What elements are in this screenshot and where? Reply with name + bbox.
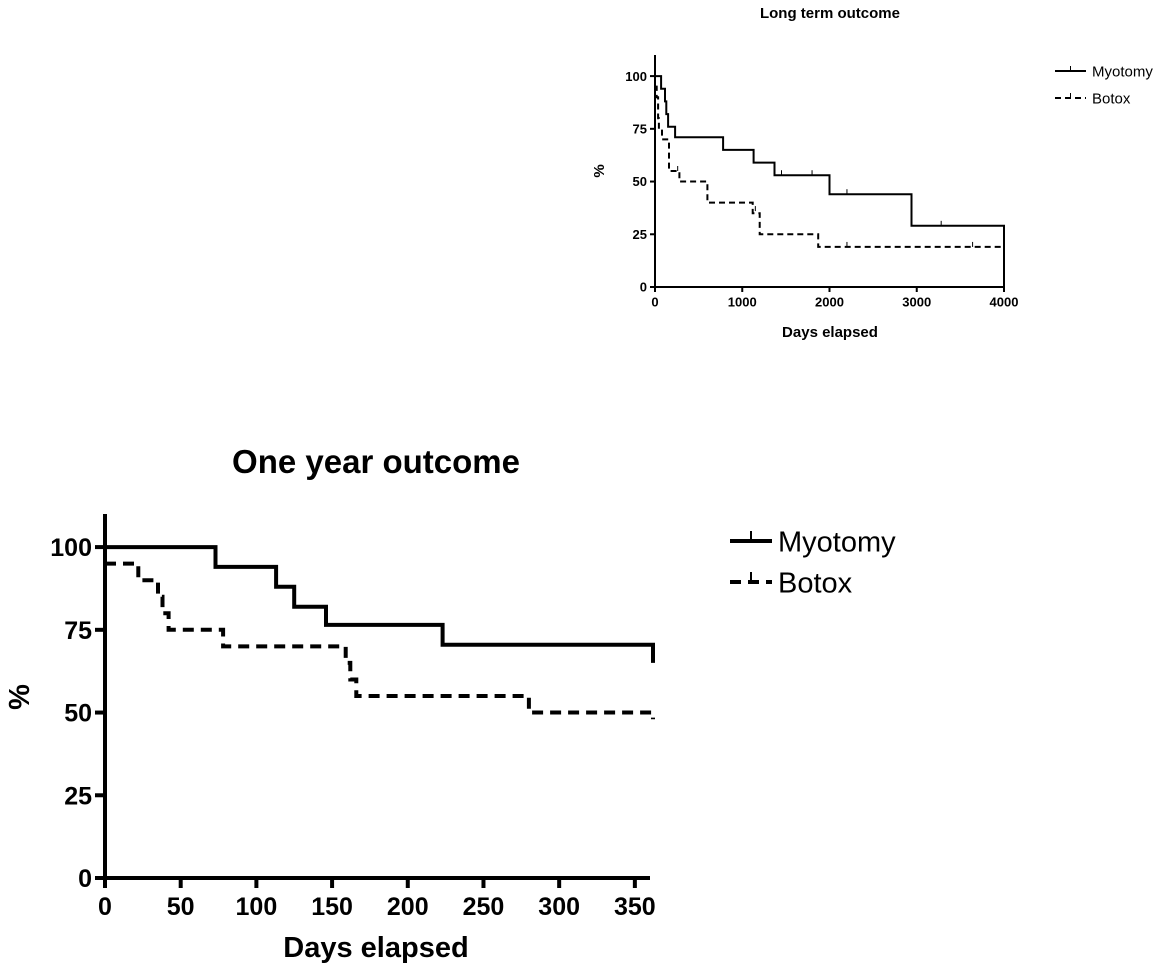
legend-label-myotomy: Myotomy: [1092, 63, 1153, 80]
y-tick-label: 75: [64, 617, 92, 645]
x-tick-label: 150: [311, 893, 353, 921]
y-tick-label: 100: [625, 69, 647, 84]
y-tick-label: 50: [633, 174, 647, 189]
legend-label-botox: Botox: [1092, 90, 1131, 107]
y-tick-label: 100: [50, 534, 92, 562]
legend: Myotomy Botox: [1055, 63, 1153, 107]
x-tick-label: 250: [463, 893, 505, 921]
plot-series: [105, 545, 655, 720]
x-tick-label: 100: [236, 893, 278, 921]
x-tick-label: 1000: [728, 295, 757, 310]
legend-label-botox: Botox: [778, 567, 853, 599]
x-tick-label: 200: [387, 893, 429, 921]
chart-title: One year outcome: [232, 443, 520, 480]
x-tick-label: 4000: [990, 295, 1019, 310]
x-tick-label: 350: [614, 893, 656, 921]
y-tick-label: 0: [640, 280, 647, 295]
y-tick-label: 75: [633, 121, 647, 136]
series-line-myotomy: [655, 75, 1005, 287]
x-tick-label: 3000: [902, 295, 931, 310]
x-tick-label: 2000: [815, 295, 844, 310]
y-tick-label: 25: [633, 227, 647, 242]
x-tick-label: 0: [98, 893, 112, 921]
y-axis: 0 25 50 75 100 %: [591, 55, 656, 295]
y-tick-label: 0: [78, 865, 92, 893]
y-axis: 0 25 50 75 100 %: [4, 514, 107, 893]
plot-series: [655, 75, 1005, 287]
series-line-myotomy: [105, 545, 655, 663]
legend: Myotomy Botox: [730, 526, 896, 599]
chart-one-year: One year outcome 0 50 100 150 200 250 300 350 D…: [4, 443, 896, 964]
x-tick-label: 50: [167, 893, 195, 921]
y-tick-label: 50: [64, 700, 92, 728]
x-axis-label: Days elapsed: [782, 324, 878, 341]
series-line-botox: [655, 85, 1005, 287]
x-axis: 0 1000 2000 3000 4000 Days elapsed: [651, 286, 1019, 341]
legend-label-myotomy: Myotomy: [778, 526, 896, 558]
x-axis-label: Days elapsed: [283, 932, 468, 964]
x-tick-label: 0: [651, 295, 658, 310]
x-axis: 0 50 100 150 200 250 300 350 Days elapsed: [98, 876, 656, 964]
y-tick-label: 25: [64, 782, 92, 810]
y-axis-label: %: [4, 684, 36, 710]
series-line-botox: [105, 561, 655, 720]
x-tick-label: 300: [538, 893, 580, 921]
chart-title: Long term outcome: [760, 5, 900, 22]
y-axis-label: %: [591, 164, 608, 177]
chart-long-term: Long term outcome 0 1000 2000 3000 4000 Days…: [591, 5, 1153, 341]
